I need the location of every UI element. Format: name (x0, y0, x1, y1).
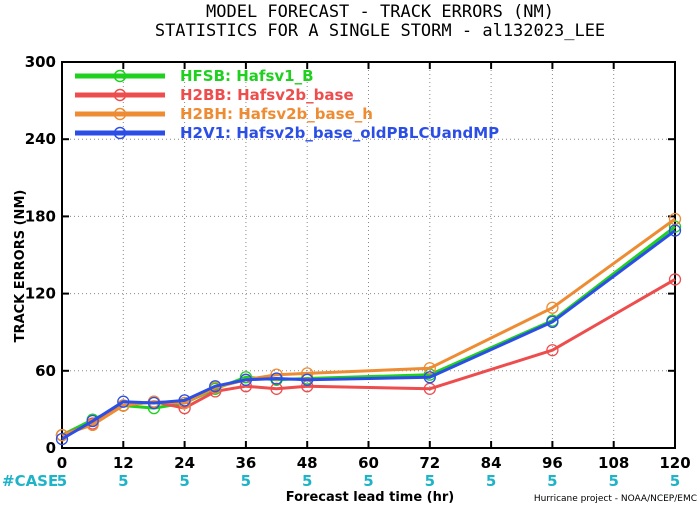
legend-marker (113, 88, 127, 102)
x-tick-label: 84 (481, 454, 502, 472)
y-tick-label: 120 (25, 285, 56, 303)
data-point (270, 372, 283, 385)
x-tick-label: 72 (419, 454, 440, 472)
legend-label: H2BB: Hafsv2b_base (180, 86, 354, 104)
data-point (270, 382, 283, 395)
case-count: 5 (670, 472, 680, 490)
y-axis-label: TRACK ERRORS (NM) (13, 190, 28, 343)
chart-title: MODEL FORECAST - TRACK ERRORS (NM) (206, 2, 554, 22)
case-count: 5 (486, 472, 496, 490)
case-count: 5 (425, 472, 435, 490)
case-count: 5 (241, 472, 251, 490)
x-tick-label: 96 (542, 454, 563, 472)
y-tick-label: 240 (25, 130, 56, 148)
legend-marker (113, 107, 127, 121)
x-tick-label: 36 (235, 454, 256, 472)
x-tick-label: 108 (598, 454, 629, 472)
case-count: 5 (363, 472, 373, 490)
x-tick-label: 48 (297, 454, 318, 472)
case-count: 5 (118, 472, 128, 490)
x-tick-label: 60 (358, 454, 379, 472)
series-layer (55, 212, 682, 446)
legend-label: H2BH: Hafsv2b_base_h (180, 105, 373, 123)
data-point (147, 396, 161, 410)
x-tick-label: 120 (659, 454, 690, 472)
legend-marker (113, 69, 127, 83)
case-count: 5 (608, 472, 618, 490)
x-tick-label: 0 (57, 454, 67, 472)
data-point (423, 371, 436, 384)
case-label: #CASE (2, 472, 58, 490)
plot-area: 0 12 24 36 48 60 72 84 96 108 120 0 60 120 180 240 300 (25, 53, 691, 472)
case-count: 5 (57, 472, 67, 490)
y-tick-label: 0 (46, 439, 56, 457)
case-count: 5 (302, 472, 312, 490)
data-point (270, 368, 283, 381)
x-tick-label: 12 (113, 454, 134, 472)
y-tick-label: 180 (25, 207, 56, 225)
x-tick-label: 24 (174, 454, 195, 472)
data-point (668, 224, 682, 237)
data-point (668, 273, 682, 286)
legend-label: HFSB: Hafsv1_B (180, 67, 314, 85)
data-point (239, 373, 253, 386)
chart-subtitle: STATISTICS FOR A SINGLE STORM - al132023… (155, 21, 605, 41)
credit-text: Hurricane project - NOAA/NCEP/EMC (534, 494, 697, 504)
data-point (301, 373, 314, 386)
case-count: 5 (547, 472, 557, 490)
y-tick-label: 300 (25, 53, 56, 71)
y-tick-label: 60 (35, 362, 56, 380)
data-point (86, 414, 99, 428)
legend-label: H2V1: Hafsv2b_base_oldPBLCUandMP (180, 124, 499, 142)
data-point (423, 362, 436, 375)
data-point (209, 380, 222, 393)
data-point (55, 432, 69, 446)
case-count: 5 (179, 472, 189, 490)
data-point (546, 301, 559, 314)
legend-marker (113, 126, 127, 140)
series-group (55, 224, 682, 446)
x-axis-label: Forecast lead time (hr) (286, 490, 454, 505)
data-point (546, 344, 559, 357)
data-point (117, 395, 130, 408)
data-point (546, 315, 559, 329)
data-point (178, 394, 191, 407)
